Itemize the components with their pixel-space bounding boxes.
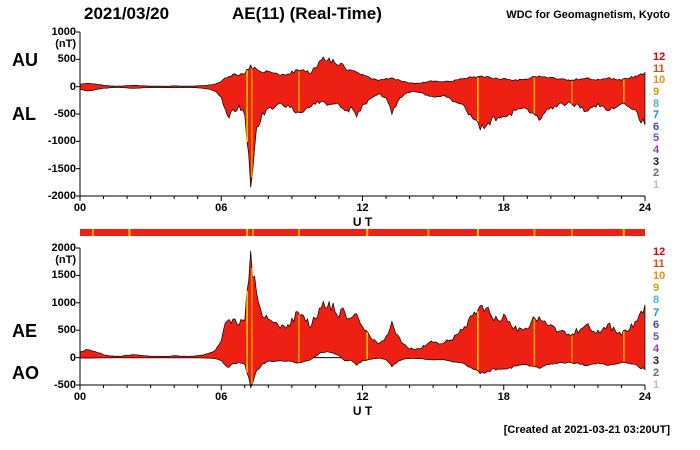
station-count-10: 10 [653, 270, 666, 283]
plot-title: AE(11) (Real-Time) [232, 4, 382, 23]
y-tick-label: -1000 [47, 135, 76, 148]
station-count-10: 10 [653, 74, 666, 87]
station-count-3: 3 [653, 155, 660, 168]
station-count-3: 3 [653, 354, 660, 367]
al-axis-label: AL [12, 104, 36, 124]
quality-bar-mark [246, 229, 249, 236]
quality-bar-mark [252, 229, 254, 236]
au-axis-label: AU [12, 50, 38, 70]
y-tick-label: 500 [57, 324, 76, 337]
quality-bar-mark [366, 229, 369, 236]
x-tick-label: 18 [497, 391, 510, 403]
x-tick-label: 00 [73, 202, 87, 214]
station-count-5: 5 [653, 132, 660, 145]
station-count-6: 6 [653, 318, 660, 331]
x-tick-label: 06 [215, 202, 228, 214]
au-al-plot-area [80, 56, 646, 188]
quality-bar-mark [427, 229, 430, 236]
station-count-9: 9 [653, 282, 660, 295]
y-tick-label: -1500 [47, 162, 76, 175]
y-tick-label: 1500 [51, 269, 76, 282]
y-axis-unit: (nT) [55, 38, 76, 50]
station-count-7: 7 [653, 109, 660, 122]
x-axis-label: U T [352, 215, 373, 229]
ae-ao-area [80, 250, 646, 389]
station-count-11: 11 [653, 258, 665, 271]
organization-label: WDC for Geomagnetism, Kyoto [506, 9, 670, 21]
y-tick-label: 1000 [51, 26, 76, 38]
ae-ao-plot-area [80, 250, 646, 389]
station-count-6: 6 [653, 120, 660, 133]
station-count-5: 5 [653, 330, 660, 343]
station-count-1: 1 [653, 379, 660, 392]
au-al-area [80, 56, 646, 188]
y-tick-label: 0 [69, 80, 76, 93]
x-tick-label: 12 [356, 202, 369, 214]
x-tick-label: 06 [215, 391, 228, 403]
x-tick-label: 24 [638, 202, 652, 214]
x-tick-label: 24 [638, 391, 652, 403]
quality-bar-mark [297, 229, 300, 236]
y-tick-label: -2000 [47, 190, 76, 202]
station-count-11: 11 [653, 62, 665, 75]
station-count-8: 8 [653, 294, 660, 307]
x-tick-label: 18 [497, 202, 510, 214]
ao-axis-label: AO [12, 363, 39, 383]
station-count-2: 2 [653, 367, 660, 379]
station-count-1: 1 [653, 179, 660, 192]
y-tick-label: 0 [69, 351, 76, 364]
x-tick-label: 12 [356, 391, 369, 403]
data-quality-bar [80, 229, 645, 236]
station-count-9: 9 [653, 85, 660, 98]
station-count-2: 2 [653, 167, 660, 180]
quality-bar-mark [571, 229, 573, 236]
station-count-4: 4 [653, 342, 660, 355]
quality-bar-mark [622, 229, 625, 236]
created-at-label: [Created at 2021-03-21 03:20UT] [503, 424, 670, 436]
y-axis-unit: (nT) [55, 254, 76, 266]
y-tick-label: 1000 [51, 296, 76, 309]
quality-bar-mark [476, 229, 479, 236]
x-axis-label: U T [352, 404, 373, 418]
quality-bar-mark [91, 229, 94, 236]
y-tick-label: -500 [53, 379, 76, 391]
quality-bar-mark [128, 229, 131, 236]
station-count-4: 4 [653, 144, 660, 157]
y-tick-label: 500 [57, 53, 76, 66]
y-tick-label: 2000 [51, 242, 76, 254]
y-tick-label: -500 [53, 108, 76, 120]
station-count-8: 8 [653, 97, 660, 110]
plot-date: 2021/03/20 [84, 4, 170, 23]
x-tick-label: 00 [73, 391, 87, 403]
ae-axis-label: AE [12, 321, 38, 341]
station-count-12: 12 [653, 51, 666, 63]
station-count-12: 12 [653, 246, 666, 258]
quality-bar-mark [533, 229, 536, 236]
station-count-7: 7 [653, 306, 660, 319]
